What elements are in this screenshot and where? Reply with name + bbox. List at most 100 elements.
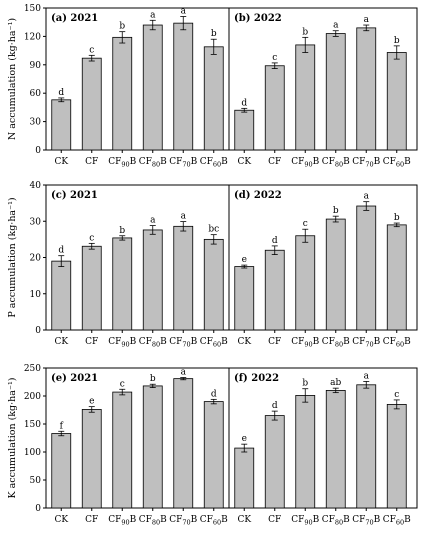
significance-letter: a bbox=[364, 371, 370, 381]
panel-title: (a) 2021 bbox=[51, 13, 98, 24]
bar bbox=[203, 46, 224, 151]
x-tick-label: CK bbox=[237, 515, 251, 525]
bar bbox=[173, 22, 194, 151]
panel-d-2022: (d) 2022 e CK d CF c CF90B b CF80B a CF70B b CF60B bbox=[234, 190, 411, 349]
significance-letter: b bbox=[211, 29, 217, 39]
bar bbox=[356, 205, 377, 331]
x-tick-label: CF90B bbox=[291, 157, 319, 169]
bar bbox=[203, 238, 224, 331]
bar bbox=[295, 395, 316, 509]
y-tick-label: 120 bbox=[24, 32, 41, 42]
y-axis-label: K accumulation (kg·ha⁻¹) bbox=[7, 378, 18, 499]
x-tick-label: CF70B bbox=[352, 515, 380, 527]
significance-letter: c bbox=[120, 379, 125, 389]
y-tick-label: 60 bbox=[30, 89, 42, 99]
x-tick-label: CF bbox=[268, 515, 281, 525]
significance-letter: a bbox=[181, 212, 187, 222]
bar bbox=[173, 225, 194, 331]
bar bbox=[81, 409, 102, 509]
significance-letter: f bbox=[60, 421, 64, 431]
x-tick-label: CF80B bbox=[322, 337, 350, 349]
panel-title: (d) 2022 bbox=[234, 190, 282, 201]
significance-letter: a bbox=[150, 10, 156, 20]
y-tick-label: 150 bbox=[24, 420, 41, 430]
panel-f-2022: (f) 2022 e CK d CF b CF90B ab CF80B a CF70B c CF60B bbox=[234, 371, 411, 526]
x-tick-label: CF70B bbox=[352, 337, 380, 349]
bar bbox=[203, 401, 224, 509]
significance-letter: d bbox=[272, 236, 278, 246]
bar bbox=[264, 65, 285, 151]
bar bbox=[173, 378, 194, 509]
y-tick-label: 50 bbox=[30, 476, 42, 486]
bar bbox=[142, 229, 163, 331]
significance-letter: d bbox=[211, 389, 217, 399]
chart-row-2: 0 10 20 30 40 P accumulation (kg·ha⁻¹) (c) 202… bbox=[7, 181, 418, 349]
significance-letter: a bbox=[181, 368, 187, 378]
x-tick-label: CK bbox=[237, 337, 251, 347]
x-tick-label: CF60B bbox=[200, 337, 228, 349]
panel-title: (f) 2022 bbox=[234, 373, 279, 384]
bar bbox=[112, 36, 133, 151]
significance-letter: c bbox=[89, 45, 94, 55]
plot-frame bbox=[45, 7, 418, 151]
bar bbox=[142, 385, 163, 509]
x-tick-label: CF60B bbox=[383, 157, 411, 169]
x-tick-label: CF bbox=[85, 337, 98, 347]
y-tick-label: 0 bbox=[35, 504, 41, 514]
panel-title: (b) 2022 bbox=[234, 13, 282, 24]
x-tick-label: CF70B bbox=[352, 157, 380, 169]
bar bbox=[81, 57, 102, 151]
chart-row-1: 0 30 60 90 120 150 N accumulation (kg·ha⁻¹) (a)… bbox=[7, 4, 418, 169]
significance-letter: b bbox=[150, 374, 156, 384]
bar bbox=[386, 52, 407, 151]
panel-a-2021: (a) 2021 d CK c CF b CF90B a CF80B a CF70B b CF60B bbox=[51, 7, 228, 169]
significance-letter: b bbox=[119, 226, 125, 236]
y-tick-label: 30 bbox=[30, 118, 42, 128]
x-tick-label: CF70B bbox=[169, 157, 197, 169]
significance-letter: c bbox=[394, 390, 399, 400]
x-tick-label: CF70B bbox=[169, 337, 197, 349]
bar bbox=[51, 260, 72, 331]
x-tick-label: CF90B bbox=[291, 337, 319, 349]
significance-letter: e bbox=[242, 255, 247, 265]
x-tick-label: CF60B bbox=[200, 515, 228, 527]
y-tick-label: 250 bbox=[24, 364, 41, 374]
bar bbox=[356, 384, 377, 509]
x-tick-label: CF90B bbox=[291, 515, 319, 527]
bar bbox=[142, 24, 163, 151]
panel-e-2021: (e) 2021 f CK e CF c CF90B b CF80B a CF70B d CF60B bbox=[51, 368, 228, 527]
y-tick-label: 0 bbox=[35, 326, 41, 336]
panel-title: (c) 2021 bbox=[51, 190, 98, 201]
bar bbox=[325, 389, 346, 509]
significance-letter: a bbox=[181, 7, 187, 17]
x-tick-label: CF80B bbox=[322, 157, 350, 169]
significance-letter: a bbox=[150, 216, 156, 226]
bar bbox=[81, 245, 102, 331]
bar bbox=[234, 447, 255, 509]
x-tick-label: CF80B bbox=[322, 515, 350, 527]
bar bbox=[112, 237, 133, 331]
significance-letter: b bbox=[394, 213, 400, 223]
significance-letter: b bbox=[302, 27, 308, 37]
significance-letter: c bbox=[272, 53, 277, 63]
y-tick-label: 90 bbox=[30, 61, 42, 71]
x-tick-label: CF bbox=[268, 337, 281, 347]
y-axis-label: P accumulation (kg·ha⁻¹) bbox=[7, 197, 18, 317]
x-tick-label: CF60B bbox=[383, 337, 411, 349]
x-tick-label: CF90B bbox=[108, 515, 136, 527]
x-tick-label: CF80B bbox=[139, 515, 167, 527]
panel-c-2021: (c) 2021 d CK c CF b CF90B a CF80B a CF70B bc CF60B bbox=[51, 190, 228, 349]
x-tick-label: CF80B bbox=[139, 337, 167, 349]
chart-row-3: 0 50 100 150 200 250 K accumulation (kg·ha⁻¹) (… bbox=[7, 364, 418, 527]
bar bbox=[295, 44, 316, 151]
significance-letter: ab bbox=[330, 378, 341, 388]
bar bbox=[325, 218, 346, 331]
y-tick-label: 100 bbox=[24, 448, 41, 458]
significance-letter: a bbox=[364, 192, 370, 202]
x-tick-label: CK bbox=[54, 337, 68, 347]
significance-letter: a bbox=[364, 15, 370, 25]
significance-letter: b bbox=[394, 36, 400, 46]
x-tick-label: CF60B bbox=[383, 515, 411, 527]
significance-letter: c bbox=[303, 219, 308, 229]
bar bbox=[264, 415, 285, 509]
